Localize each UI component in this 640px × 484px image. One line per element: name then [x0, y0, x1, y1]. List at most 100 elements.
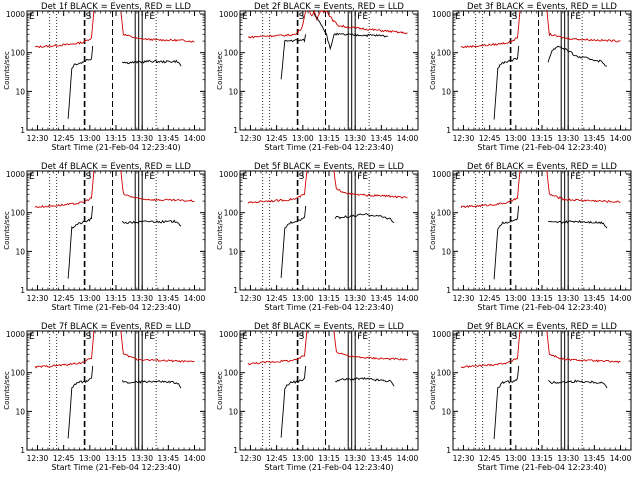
s-marker-label: S: [299, 12, 305, 22]
panel-title: Det 6f BLACK = Events, RED = LLD: [467, 162, 617, 172]
x-tick-label: 13:15: [105, 454, 127, 463]
events-series-post: [313, 13, 389, 51]
e-marker-label: E: [29, 12, 35, 22]
y-tick-label: 1: [446, 446, 451, 455]
x-tick-label: 13:30: [557, 454, 579, 463]
y-tick-label: 100: [224, 369, 239, 378]
x-tick-label: 13:45: [158, 134, 180, 143]
panel-det-7: Det 7f BLACK = Events, RED = LLD 1 10 100 10…: [3, 322, 206, 472]
x-tick-label: 13:15: [531, 454, 553, 463]
x-tick-label: 13:45: [158, 294, 180, 303]
events-series-post: [547, 45, 607, 67]
x-tick-label: 13:00: [79, 294, 101, 303]
fe-marker-label: FE: [144, 172, 155, 182]
s-marker-label: S: [512, 332, 518, 342]
x-axis-label: Start Time (21-Feb-04 12:23:40): [264, 463, 393, 472]
x-axis-label: Start Time (21-Feb-04 12:23:40): [51, 303, 180, 312]
x-tick-label: 13:00: [79, 454, 101, 463]
y-axis-label: Counts/sec: [216, 211, 224, 250]
y-axis-label: Counts/sec: [216, 51, 224, 90]
panel-det-6: Det 6f BLACK = Events, RED = LLD 1 10 100 10…: [429, 162, 632, 312]
fe-marker-label: FE: [570, 172, 581, 182]
x-tick-label: 12:30: [240, 134, 262, 143]
x-axis-label: Start Time (21-Feb-04 12:23:40): [51, 463, 180, 472]
panel-det-8: Det 8f BLACK = Events, RED = LLD 1 10 100 10…: [216, 322, 419, 472]
events-series-post: [334, 376, 395, 387]
x-tick-label: 12:30: [453, 454, 475, 463]
x-tick-label: 14:00: [397, 134, 419, 143]
panel-title: Det 3f BLACK = Events, RED = LLD: [467, 2, 617, 12]
x-tick-label: 13:00: [292, 454, 314, 463]
e-marker-label: E: [29, 172, 35, 182]
lld-series-pre: [34, 10, 95, 49]
y-tick-label: 1: [20, 446, 25, 455]
y-tick-label: 1000: [6, 170, 25, 179]
y-axis-label: Counts/sec: [429, 211, 437, 250]
x-tick-label: 13:30: [131, 294, 153, 303]
x-tick-label: 12:30: [240, 294, 262, 303]
y-tick-label: 1000: [6, 10, 25, 19]
x-tick-label: 13:15: [531, 134, 553, 143]
panel-title: Det 2f BLACK = Events, RED = LLD: [254, 2, 404, 12]
x-tick-label: 13:00: [292, 134, 314, 143]
y-tick-label: 100: [224, 49, 239, 58]
s-marker-label: S: [86, 332, 92, 342]
x-tick-label: 13:45: [371, 454, 393, 463]
x-tick-label: 14:00: [397, 454, 419, 463]
events-series-post: [334, 213, 395, 224]
events-series-pre: [280, 365, 307, 438]
y-tick-label: 1: [446, 286, 451, 295]
events-series-post: [547, 379, 608, 389]
lld-series-pre: [460, 170, 521, 209]
y-tick-label: 1000: [432, 10, 451, 19]
fe-marker-label: FE: [357, 172, 368, 182]
lld-series-post: [120, 330, 195, 363]
y-tick-label: 1: [20, 286, 25, 295]
fe-marker-label: FE: [144, 12, 155, 22]
e-marker-label: E: [242, 12, 248, 22]
x-tick-label: 13:00: [505, 294, 527, 303]
x-tick-label: 13:30: [344, 294, 366, 303]
x-tick-label: 13:30: [557, 134, 579, 143]
x-tick-label: 12:45: [53, 454, 75, 463]
x-tick-label: 12:45: [479, 134, 501, 143]
y-axis-label: Counts/sec: [3, 211, 11, 250]
x-tick-label: 13:15: [318, 294, 340, 303]
y-tick-label: 10: [441, 87, 451, 96]
y-tick-label: 10: [228, 87, 238, 96]
events-series-pre: [493, 205, 520, 280]
x-tick-label: 13:15: [105, 134, 127, 143]
x-tick-label: 12:30: [27, 454, 49, 463]
x-tick-label: 12:45: [266, 454, 288, 463]
y-tick-label: 1: [233, 126, 238, 135]
x-tick-label: 13:00: [292, 294, 314, 303]
y-tick-label: 1000: [6, 330, 25, 339]
x-axis-label: Start Time (21-Feb-04 12:23:40): [477, 143, 606, 152]
lld-series-pre: [247, 170, 308, 204]
x-tick-label: 12:30: [240, 454, 262, 463]
e-marker-label: E: [455, 12, 461, 22]
x-tick-label: 13:00: [79, 134, 101, 143]
x-tick-label: 13:45: [584, 454, 606, 463]
x-tick-label: 13:00: [505, 454, 527, 463]
events-series-pre: [280, 34, 307, 80]
x-tick-label: 13:30: [131, 134, 153, 143]
x-tick-label: 13:45: [158, 454, 180, 463]
fe-marker-label: FE: [357, 332, 368, 342]
x-tick-label: 12:30: [27, 134, 49, 143]
events-series-pre: [493, 365, 520, 440]
x-axis-label: Start Time (21-Feb-04 12:23:40): [51, 143, 180, 152]
x-tick-label: 12:45: [479, 454, 501, 463]
lld-series-pre: [460, 330, 521, 369]
y-tick-label: 100: [11, 369, 26, 378]
fe-marker-label: FE: [357, 12, 368, 22]
lld-series-post: [120, 11, 195, 43]
x-tick-label: 12:30: [453, 134, 475, 143]
events-series-pre: [67, 205, 94, 279]
lld-series-pre: [460, 10, 521, 49]
events-series-post: [121, 59, 182, 67]
panel-det-5: Det 5f BLACK = Events, RED = LLD 1 10 100 10…: [216, 162, 419, 312]
x-tick-label: 13:30: [344, 134, 366, 143]
x-tick-label: 12:45: [266, 294, 288, 303]
